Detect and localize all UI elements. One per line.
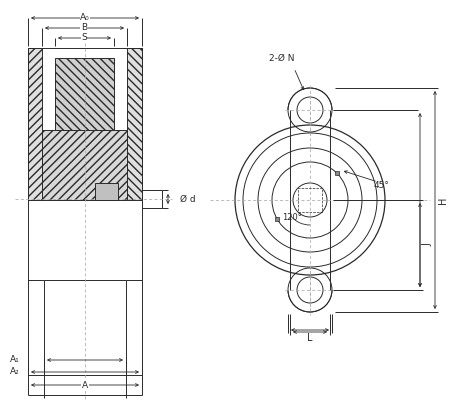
Text: L: L [307, 333, 313, 343]
Text: A: A [82, 381, 88, 389]
Text: 120°: 120° [282, 213, 302, 223]
Bar [55, 58, 114, 130]
Text: A₂: A₂ [10, 367, 20, 377]
Text: B: B [81, 24, 87, 32]
Text: Ø d: Ø d [180, 194, 196, 203]
Text: A₁: A₁ [10, 356, 20, 365]
Text: 2-Ø N: 2-Ø N [269, 53, 295, 63]
Bar [42, 130, 127, 200]
Bar [335, 171, 339, 175]
Bar [275, 217, 279, 221]
Text: J: J [422, 243, 432, 247]
Text: L: L [307, 335, 313, 345]
Bar [298, 188, 322, 212]
Bar [28, 48, 42, 200]
Text: S: S [81, 34, 87, 43]
Bar [127, 48, 142, 200]
Text: H: H [438, 196, 448, 204]
Text: A₀: A₀ [80, 14, 90, 22]
Text: 45°: 45° [374, 180, 390, 190]
Bar [95, 183, 118, 200]
